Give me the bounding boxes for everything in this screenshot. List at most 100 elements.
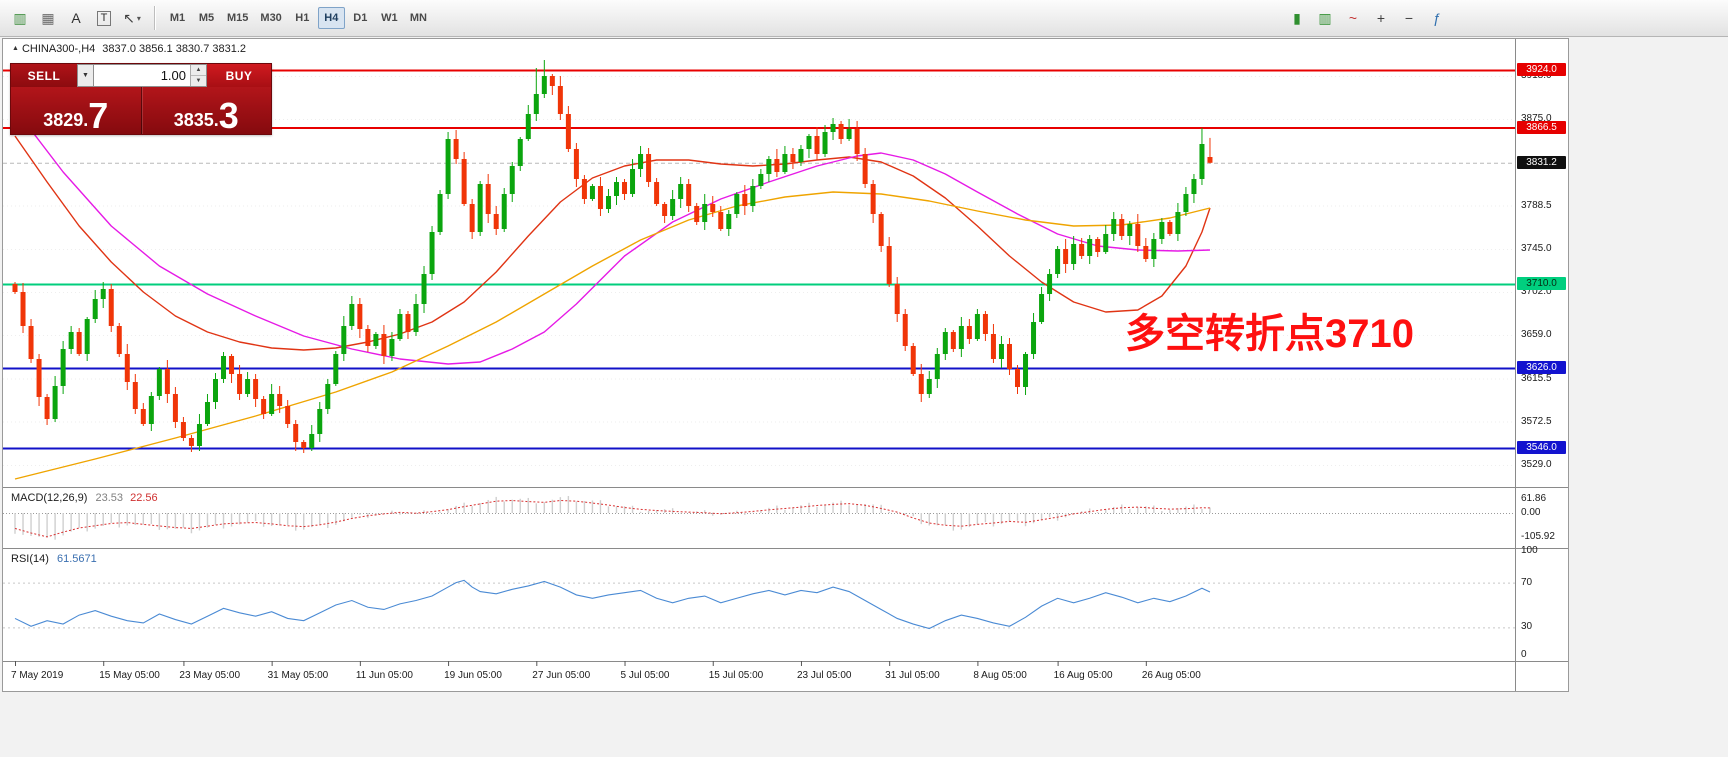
toolbar-separator [154,6,155,30]
macd-main-value: 23.53 [95,492,124,504]
label-tool-icon[interactable]: T [91,6,117,30]
price-tick: 3788.5 [1521,199,1552,211]
dropdown-caret-icon: ▾ [136,13,141,23]
time-tick-label: 31 Jul 05:00 [885,670,940,681]
volume-input[interactable] [94,65,206,86]
zoom-out-icon[interactable]: − [1404,10,1414,26]
price-tick: 3659.0 [1521,329,1552,340]
current-price-badge: 3831.2 [1517,155,1566,169]
time-tick-label: 7 May 2019 [11,670,64,681]
ma-magenta-line[interactable] [14,108,1211,365]
price-tick: 3529.0 [1521,459,1552,470]
volume-increase-button[interactable]: ▲ [191,65,206,76]
macd-label: MACD(12,26,9) 23.53 22.56 [11,492,158,504]
time-tick-label: 11 Jun 05:00 [355,670,413,681]
price-tick: 3875.0 [1521,113,1552,124]
candlestick-chart-icon[interactable]: ▮ [1293,9,1301,26]
rsi-axis-tick: 30 [1521,621,1533,633]
line-chart-icon[interactable]: ~ [1348,10,1358,26]
rsi-axis-tick: 0 [1521,649,1527,660]
ma-red-line[interactable] [14,135,1211,351]
grid-icon[interactable]: ▦ [41,9,55,26]
time-tick-label: 23 May 05:00 [179,670,241,681]
text-tool-icon[interactable]: A [71,10,81,26]
chart-symbol-timeframe: CHINA300-,H4 [21,43,96,55]
macd-pane[interactable] [3,496,1515,540]
sell-button[interactable]: SELL [11,64,77,87]
sell-price[interactable]: 3829. 7 [11,87,141,134]
time-tick-label: 23 Jul 05:00 [796,670,852,681]
rsi-value: 61.5671 [56,553,97,565]
timeframe-m30[interactable]: M30 [260,12,282,24]
rsi-title: RSI(14) [11,553,49,565]
buy-button[interactable]: BUY [207,64,271,87]
time-tick-label: 15 Jul 05:00 [708,670,764,681]
time-tick-label: 8 Aug 05:00 [973,670,1027,681]
one-click-trading-panel: SELL ▼ ▲ ▼ BUY 3829.7 3835.3 [10,63,272,135]
price-tick: 3615.5 [1521,372,1552,384]
timeframe-m15[interactable]: M15 [227,12,249,24]
time-tick-label: 15 May 05:00 [99,670,160,681]
rsi-label: RSI(14) 61.5671 [11,553,97,565]
price-tick: 3702.0 [1521,286,1552,297]
chart-annotation-text[interactable]: 多空转折点3710 [1125,312,1414,356]
time-axis[interactable]: 7 May 2019 15 May 05:00 23 May 05:00 31 May… [3,661,1516,691]
toolbar-left-icons: ▥ ▦ A T ↖ ▾ [6,6,146,30]
rsi-axis-tick: 70 [1521,576,1533,588]
level-badge-green: 3710.0 [1517,277,1566,290]
chart-ohlc-values: 3837.0 3856.1 3830.7 3831.2 [102,43,247,55]
sell-price-main: 3829. [43,110,89,130]
ma-orange-line[interactable] [14,191,1211,480]
timeframe-w1[interactable]: W1 [381,12,398,24]
volume-stepper: ▲ ▼ [190,65,206,86]
title-marker-icon: ▲ [12,45,19,52]
rsi-pane[interactable] [3,579,1515,630]
volume-dropdown-caret-icon[interactable]: ▼ [77,64,93,87]
macd-axis-tick: -105.92 [1521,531,1555,543]
price-chart[interactable] [3,39,1568,691]
indicators-icon[interactable]: ƒ [1433,10,1441,26]
macd-signal-line [14,499,1210,538]
timeframe-m1[interactable]: M1 [169,12,186,24]
main-pane[interactable] [3,60,1515,480]
volume-field-wrap: ▲ ▼ [93,64,207,87]
price-tick: 3572.5 [1521,415,1552,427]
bar-chart-icon[interactable]: ▥ [1318,9,1332,26]
sell-price-big-digit: 7 [88,95,109,136]
chart-objects-icon[interactable]: ▥ [13,9,27,26]
level-badge-red: 3866.5 [1517,120,1566,134]
chart-window: ▲ CHINA300-,H4 3837.0 3856.1 3830.7 3831.2… [2,38,1569,692]
level-badge-blue: 3546.0 [1517,441,1566,454]
timeframe-h4[interactable]: H4 [317,7,345,29]
time-tick-label: 27 Jun 05:00 [532,670,591,681]
macd-axis-tick: 0.00 [1521,507,1541,518]
time-tick-label: 16 Aug 05:00 [1053,670,1113,681]
volume-decrease-button[interactable]: ▼ [191,76,206,86]
level-badge-red: 3924.0 [1517,63,1566,76]
macd-title: MACD(12,26,9) [11,492,88,504]
timeframe-h1[interactable]: H1 [295,12,310,24]
price-axis[interactable]: 3918.03875.03788.53745.03702.03659.03615… [1516,39,1568,691]
rsi-line [14,579,1211,630]
timeframe-m5[interactable]: M5 [198,12,215,24]
timeframe-d1[interactable]: D1 [353,12,368,24]
macd-signal-value: 22.56 [130,492,158,504]
macd-axis-tick: 61.86 [1521,492,1547,504]
time-tick-label: 26 Aug 05:00 [1141,670,1201,681]
time-tick-label: 31 May 05:00 [267,670,329,681]
timeframe-mn[interactable]: MN [409,12,427,24]
price-tick: 3745.0 [1521,243,1552,254]
time-tick-label: 19 Jun 05:00 [444,670,502,681]
main-toolbar: ▥ ▦ A T ↖ ▾ M1 M5 M15 M30 H1 H4 D1 W1 MN ▮ ▥ ~ + − ƒ [0,0,1728,37]
level-badge-blue: 3626.0 [1517,361,1566,374]
toolbar-right-icons: ▮ ▥ ~ + − ƒ [1283,6,1451,30]
candles [12,60,1213,453]
chart-title: ▲ CHINA300-,H4 3837.0 3856.1 3830.7 3831.2 [12,43,246,55]
time-tick-label: 5 Jul 05:00 [620,670,670,681]
timeframe-group: M1 M5 M15 M30 H1 H4 D1 W1 MN [163,7,433,29]
buy-price[interactable]: 3835. 3 [142,87,272,134]
buy-price-big-digit: 3 [218,95,239,136]
trade-panel-divider [140,87,142,134]
cursor-tool-icon[interactable]: ↖ ▾ [123,9,141,26]
zoom-in-icon[interactable]: + [1376,10,1386,26]
